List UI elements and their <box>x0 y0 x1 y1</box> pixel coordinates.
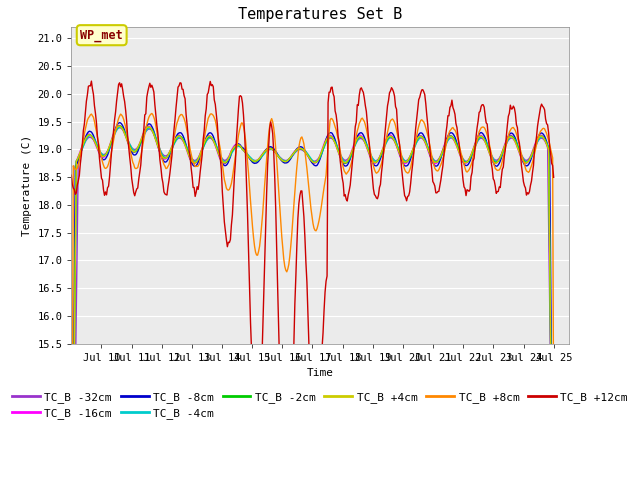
Title: Temperatures Set B: Temperatures Set B <box>238 7 402 22</box>
X-axis label: Time: Time <box>307 368 333 378</box>
Y-axis label: Temperature (C): Temperature (C) <box>22 135 32 236</box>
Text: WP_met: WP_met <box>81 29 123 42</box>
Legend: TC_B -32cm, TC_B -16cm, TC_B -8cm, TC_B -4cm, TC_B -2cm, TC_B +4cm, TC_B +8cm, T: TC_B -32cm, TC_B -16cm, TC_B -8cm, TC_B … <box>8 387 632 423</box>
